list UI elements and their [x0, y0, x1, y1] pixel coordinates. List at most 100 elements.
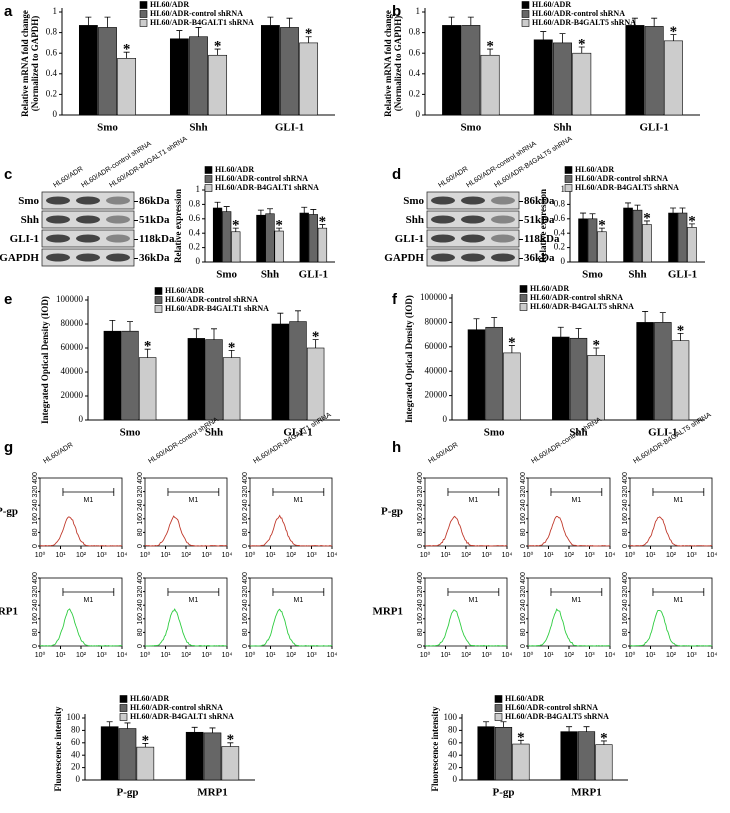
bar [169, 38, 189, 116]
error-bar [679, 207, 686, 214]
legend-swatch [494, 704, 503, 712]
legend-label: HL60/ADR-B4GALT5 shRNA [505, 712, 609, 721]
blot-size-label: 36kDa [139, 252, 170, 264]
y-tick-label: 1 [416, 6, 421, 16]
significance-mark: * [214, 39, 222, 55]
y-tick-label: 0 [622, 644, 629, 648]
error-bar [257, 209, 264, 216]
blot-band [46, 234, 70, 243]
error-bar [677, 332, 684, 341]
row-label: MRP1 [372, 606, 403, 618]
bar [569, 337, 588, 421]
bar [677, 212, 688, 263]
y-tick-label: 100000 [56, 294, 84, 304]
gate-label: M1 [674, 497, 684, 504]
y-tick-label: 60 [448, 737, 458, 747]
y-tick-label: 40000 [425, 365, 448, 375]
x-tick-label: 10⁰ [245, 651, 256, 659]
x-tick-label: 10¹ [645, 552, 656, 559]
y-tick-label: 80 [32, 528, 39, 536]
gate-marker [62, 488, 115, 496]
error-bar [228, 350, 235, 358]
x-tick-label: 10⁰ [140, 551, 151, 559]
y-tick-label: 0 [76, 774, 81, 784]
legend-swatch [564, 166, 573, 174]
error-bar [659, 312, 666, 323]
legend-label: HL60/ADR-control shRNA [532, 9, 625, 18]
bar [187, 338, 206, 421]
y-tick-label: 160 [242, 613, 249, 625]
error-bar [566, 726, 573, 732]
y-tick-label: 100000 [420, 292, 448, 302]
significance-mark: * [227, 732, 235, 748]
y-tick-label: 160 [32, 613, 39, 625]
bar [222, 211, 232, 263]
panel-label: b [392, 3, 401, 20]
error-bar [448, 16, 455, 26]
significance-mark: * [670, 24, 678, 40]
blot-band [106, 196, 130, 205]
bar [597, 231, 607, 263]
significance-mark: * [144, 339, 152, 355]
y-tick-label: 80 [448, 724, 458, 734]
error-bar [277, 312, 284, 324]
bar [289, 321, 307, 421]
significance-mark: * [677, 323, 685, 339]
bar [260, 25, 280, 116]
y-tick-label: 0 [417, 544, 424, 548]
y-tick-label: 0 [79, 414, 84, 424]
x-tick-label: 10³ [306, 652, 317, 659]
error-bar [559, 33, 566, 43]
histogram-trace [629, 609, 712, 647]
y-tick-label: 60000 [61, 342, 84, 352]
error-bar [643, 220, 650, 225]
error-bar [600, 740, 607, 745]
legend-swatch [154, 296, 163, 304]
gate-label: M1 [469, 597, 479, 604]
x-tick-label: 10⁰ [420, 651, 431, 659]
bar [442, 25, 462, 116]
blot-band [106, 253, 130, 262]
y-tick-label: 1 [196, 184, 201, 194]
y-tick-label: 80 [32, 628, 39, 636]
gate-label: M1 [189, 497, 199, 504]
y-tick-label: 0 [453, 774, 458, 784]
histogram-trace [629, 516, 712, 547]
blot-band [461, 215, 485, 224]
y-tick-label: 1 [561, 184, 566, 194]
bar [231, 231, 241, 263]
legend-label: HL60/ADR-B4GALT1 shRNA [215, 183, 319, 192]
bar [265, 213, 275, 263]
y-axis-label: Relative mRNA fold change [383, 10, 393, 117]
blot-row-label: Shh [21, 214, 39, 226]
x-tick-label: 10¹ [440, 552, 451, 559]
legend-swatch [521, 19, 530, 27]
y-tick-label: 160 [137, 613, 144, 625]
bar [577, 731, 596, 781]
legend-swatch [204, 175, 213, 183]
legend-label: HL60/ADR [530, 284, 569, 293]
error-bar [176, 30, 183, 39]
legend-swatch [564, 184, 573, 192]
legend-label: HL60/ADR-control shRNA [165, 295, 258, 304]
y-tick-label: 0.8 [189, 198, 201, 208]
legend-label: HL60/ADR [165, 286, 204, 295]
bar [625, 25, 645, 116]
y-tick-label: 0.4 [189, 227, 201, 237]
y-tick-label: 160 [520, 513, 527, 525]
bar [121, 330, 139, 421]
blot-band [46, 215, 70, 224]
panel-label: e [4, 291, 12, 308]
y-tick-label: 80 [242, 528, 249, 536]
x-tick-label: Shh [569, 427, 587, 439]
bar [136, 746, 155, 781]
legend-label: HL60/ADR [505, 694, 544, 703]
y-tick-label: 240 [242, 599, 249, 611]
legend-swatch [519, 285, 528, 293]
blot-band [461, 234, 485, 243]
y-tick-label: 240 [520, 599, 527, 611]
bar [480, 54, 500, 116]
x-tick-label: 10² [286, 652, 297, 659]
histogram-frame [527, 577, 611, 647]
histogram-frame [249, 477, 333, 547]
